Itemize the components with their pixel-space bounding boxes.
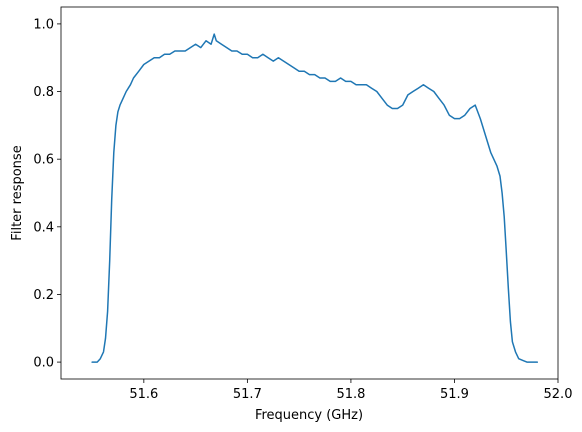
x-tick-label: 51.7: [233, 387, 262, 402]
y-tick-label: 0.4: [33, 220, 54, 235]
y-tick-label: 1.0: [33, 17, 54, 32]
y-tick-label: 0.6: [33, 153, 54, 168]
plot-area: [91, 33, 539, 363]
x-tick-label: 52.0: [544, 387, 573, 402]
y-tick-label: 0.8: [33, 85, 54, 100]
series-line: [91, 33, 539, 363]
y-tick-label: 0.2: [33, 288, 54, 303]
x-tick-label: 51.8: [336, 387, 365, 402]
x-axis-label: Frequency (GHz): [255, 408, 363, 423]
y-axis-label: Filter response: [10, 145, 25, 240]
x-axis-ticks: 51.6 51.7 51.8 51.9 52.0: [129, 379, 572, 402]
axes-frame: [60, 6, 559, 380]
x-tick-label: 51.9: [440, 387, 469, 402]
y-axis-ticks: 0.0 0.2 0.4 0.6 0.8 1.0: [33, 17, 61, 371]
y-tick-label: 0.0: [33, 356, 54, 371]
x-tick-label: 51.6: [129, 387, 158, 402]
